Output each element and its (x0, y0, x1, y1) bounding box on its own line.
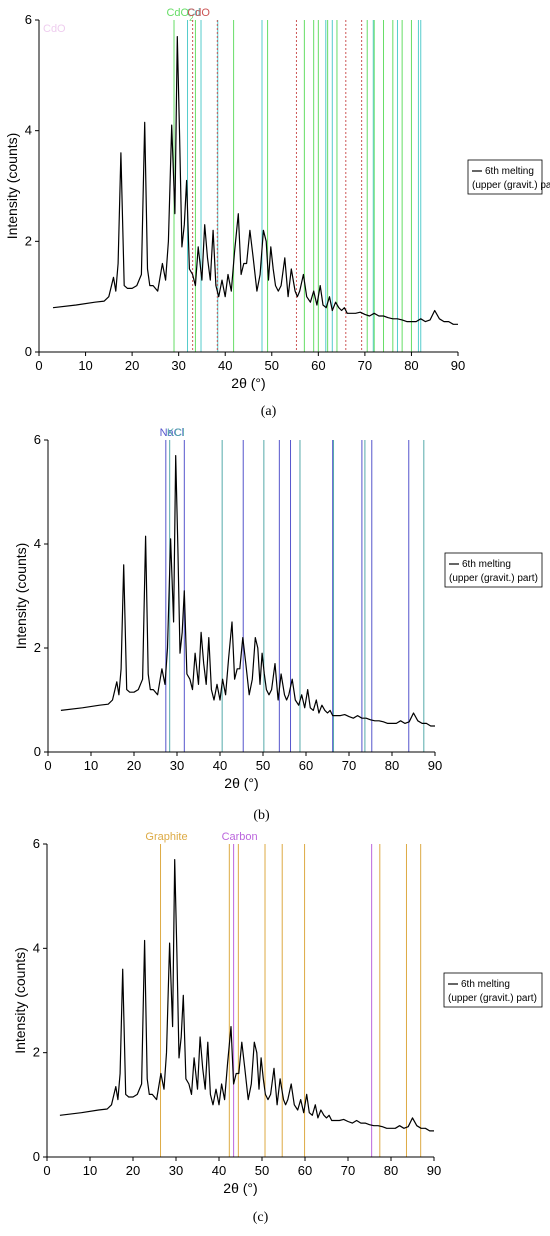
legend: 6th melting (upper (gravit.) part) (467, 159, 550, 195)
y-axis-title: Intensity (counts) (13, 543, 29, 650)
legend-box (467, 159, 543, 195)
x-axis-title: 2θ (°) (223, 1180, 257, 1196)
x-tick-label: 0 (44, 758, 51, 773)
x-tick-label: 10 (83, 1163, 97, 1178)
legend: 6th melting (upper (gravit.) part) (443, 972, 543, 1008)
legend-entry-line1: 6th melting (462, 559, 511, 570)
x-tick-label: 40 (213, 758, 227, 773)
x-tick-label: 20 (127, 758, 141, 773)
chart-panel-c: Graphite Carbon 0 10 20 30 40 50 60 70 80 90 0 2 4 6 2θ … (12, 831, 543, 1225)
legend: 6th melting (upper (gravit.) part) (444, 552, 543, 588)
x-tick-label: 20 (125, 358, 139, 373)
legend-entry-line2: (upper (gravit.) part) (449, 573, 538, 584)
reference-label-carbon: Carbon (222, 831, 258, 843)
y-axis-title: Intensity (counts) (12, 947, 28, 1054)
x-axis-title: 2θ (°) (224, 775, 258, 791)
y-tick-label: 4 (34, 536, 41, 551)
x-tick-label: 30 (171, 358, 185, 373)
panel-caption: (b) (253, 808, 270, 823)
x-tick-label: 30 (170, 758, 184, 773)
overlay-text: CdO (43, 23, 66, 35)
x-tick-label: 60 (298, 1163, 312, 1178)
y-tick-label: 0 (34, 744, 41, 759)
reference-label-cdo: CdO (187, 7, 210, 19)
legend-entry-line1: 6th melting (485, 166, 534, 177)
reference-label-graphite: Graphite (145, 831, 187, 843)
y-tick-label: 2 (25, 233, 32, 248)
x-tick-label: 40 (218, 358, 232, 373)
reference-label-cdo2: CdO2 (166, 7, 194, 23)
y-tick-label: 6 (25, 12, 32, 27)
x-tick-label: 50 (256, 758, 270, 773)
x-tick-label: 20 (126, 1163, 140, 1178)
reference-label-subscript: 2 (189, 14, 194, 23)
reference-label-cd: Cd (186, 7, 200, 19)
x-tick-label: 70 (342, 758, 356, 773)
x-tick-label: 30 (169, 1163, 183, 1178)
legend-entry-line2: (upper (gravit.) part) (448, 993, 537, 1004)
y-tick-label: 2 (34, 640, 41, 655)
x-tick-label: 80 (404, 358, 418, 373)
y-tick-label: 0 (33, 1149, 40, 1164)
x-axis-title: 2θ (°) (231, 375, 265, 391)
x-tick-label: 40 (212, 1163, 226, 1178)
x-tick-label: 70 (358, 358, 372, 373)
legend-box (444, 552, 543, 588)
legend-box (443, 972, 543, 1008)
y-tick-label: 4 (33, 940, 40, 955)
legend-entry-line1: 6th melting (461, 979, 510, 990)
x-tick-label: 0 (43, 1163, 50, 1178)
panel-caption: (c) (253, 1210, 269, 1225)
x-tick-label: 60 (311, 358, 325, 373)
reference-label-kcl: KCl (167, 427, 185, 439)
x-tick-label: 60 (299, 758, 313, 773)
x-tick-label: 10 (84, 758, 98, 773)
series-line (60, 455, 435, 727)
x-tick-label: 50 (265, 358, 279, 373)
x-tick-label: 0 (35, 358, 42, 373)
legend-entry-line2: (upper (gravit.) part) (472, 180, 550, 191)
y-tick-label: 4 (25, 123, 32, 138)
x-tick-label: 90 (427, 1163, 441, 1178)
y-tick-label: 6 (33, 836, 40, 851)
reference-label-nacl: NaCl (160, 427, 184, 439)
x-tick-label: 80 (385, 758, 399, 773)
x-tick-label: 80 (384, 1163, 398, 1178)
y-tick-label: 2 (33, 1045, 40, 1060)
x-tick-label: 90 (451, 358, 465, 373)
x-tick-label: 70 (341, 1163, 355, 1178)
series-line (59, 859, 434, 1132)
series-line (52, 36, 458, 325)
x-tick-label: 50 (255, 1163, 269, 1178)
y-tick-label: 0 (25, 344, 32, 359)
y-tick-label: 6 (34, 432, 41, 447)
panel-caption: (a) (261, 404, 277, 419)
y-axis-title: Intensity (counts) (4, 133, 20, 240)
x-tick-label: 10 (78, 358, 92, 373)
x-tick-label: 90 (428, 758, 442, 773)
